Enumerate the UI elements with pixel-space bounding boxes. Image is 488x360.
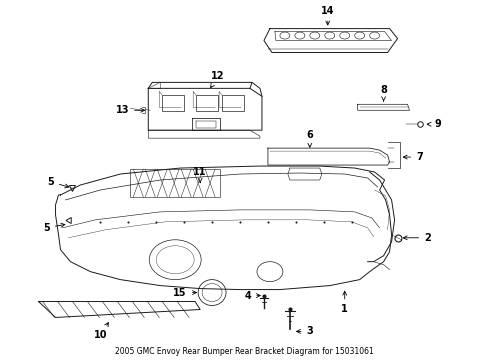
Text: 3: 3 <box>296 327 312 336</box>
Text: 6: 6 <box>306 130 312 147</box>
Text: 14: 14 <box>320 6 334 25</box>
Text: 4: 4 <box>244 291 260 301</box>
Bar <box>162 95 184 111</box>
Text: 13: 13 <box>115 105 144 115</box>
Text: 1: 1 <box>341 291 347 315</box>
Text: 5: 5 <box>47 177 69 188</box>
Text: 9: 9 <box>427 119 440 129</box>
Text: 10: 10 <box>94 323 108 341</box>
Text: 11: 11 <box>193 167 206 183</box>
Text: 15: 15 <box>173 288 196 298</box>
Text: 7: 7 <box>403 152 422 162</box>
Text: 8: 8 <box>379 85 386 101</box>
Text: 2: 2 <box>403 233 430 243</box>
Text: 5: 5 <box>43 223 65 233</box>
Text: 2005 GMC Envoy Rear Bumper Rear Bracket Diagram for 15031061: 2005 GMC Envoy Rear Bumper Rear Bracket … <box>114 347 373 356</box>
Bar <box>196 95 218 111</box>
Bar <box>222 95 244 111</box>
Text: 12: 12 <box>210 71 224 87</box>
Bar <box>130 169 220 197</box>
